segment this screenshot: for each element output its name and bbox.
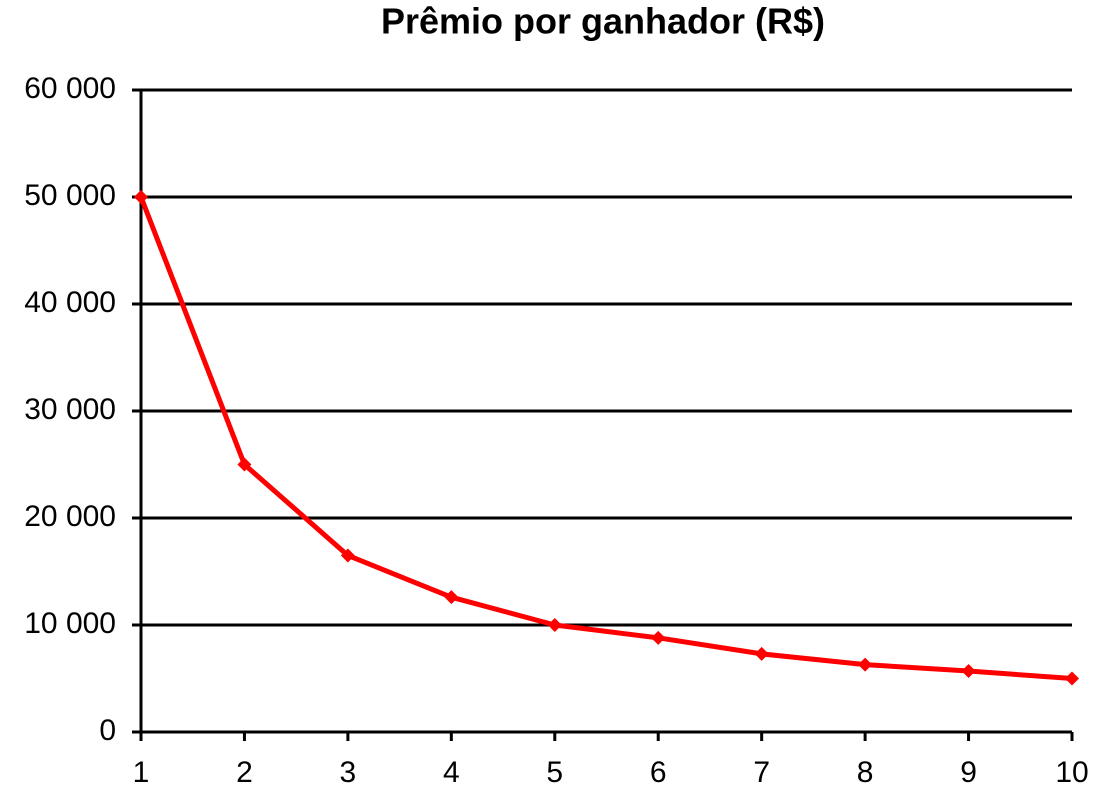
data-point <box>547 618 562 632</box>
x-tick-label: 1 <box>133 756 150 789</box>
x-tick-label: 4 <box>443 756 460 789</box>
x-tick-label: 2 <box>236 756 253 789</box>
x-tick-label: 7 <box>753 756 770 789</box>
y-tick-label: 10 000 <box>24 607 116 640</box>
chart-title: Prêmio por ganhador (R$) <box>381 1 825 42</box>
data-point <box>961 664 976 679</box>
y-tick-label: 50 000 <box>24 179 116 212</box>
x-tick-label: 5 <box>546 756 563 789</box>
x-tick-label: 10 <box>1055 756 1088 789</box>
y-tick-label: 20 000 <box>24 500 116 533</box>
data-point <box>858 657 873 672</box>
data-point <box>134 190 148 204</box>
x-tick-label: 3 <box>340 756 357 789</box>
y-tick-label: 0 <box>99 714 116 747</box>
data-point <box>1065 671 1079 686</box>
data-point <box>237 457 252 472</box>
data-point <box>651 630 666 645</box>
x-tick-label: 6 <box>650 756 667 789</box>
data-point <box>444 590 459 605</box>
data-point <box>340 548 355 563</box>
x-tick-label: 9 <box>960 756 977 789</box>
y-tick-label: 40 000 <box>24 286 116 319</box>
data-point <box>754 646 769 661</box>
y-tick-label: 60 000 <box>24 72 116 105</box>
y-tick-label: 30 000 <box>24 393 116 426</box>
data-line <box>138 196 1073 681</box>
x-tick-label: 8 <box>857 756 874 789</box>
